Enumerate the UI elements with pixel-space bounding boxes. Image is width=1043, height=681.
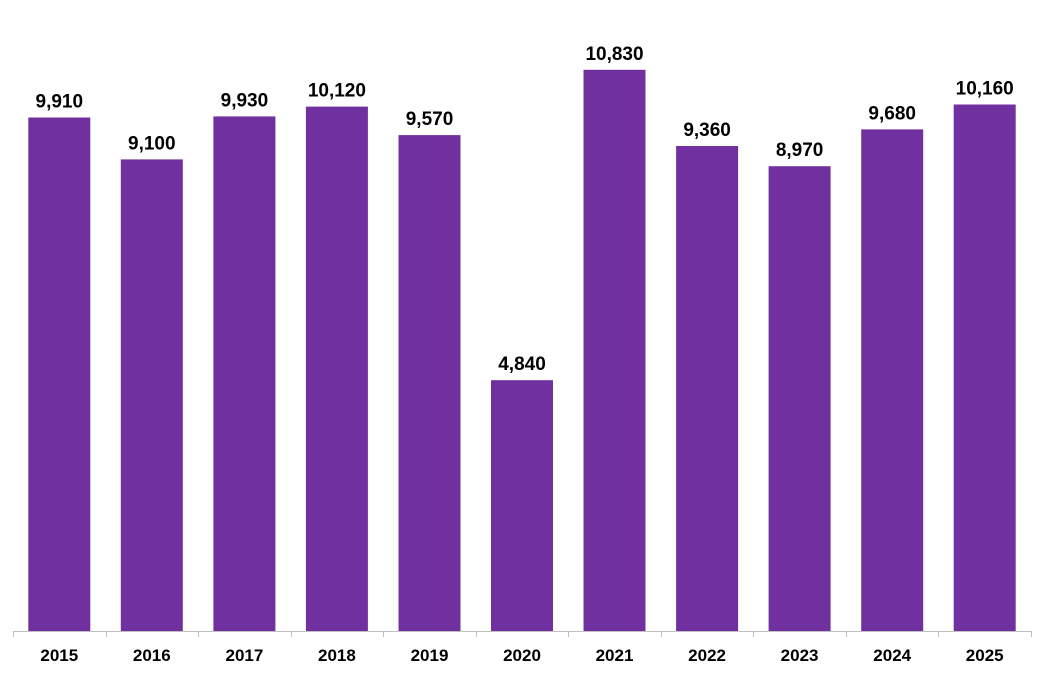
x-tick-label-2023: 2023 [781, 646, 819, 665]
x-tick-label-2015: 2015 [40, 646, 78, 665]
x-tick-label-2019: 2019 [411, 646, 449, 665]
bar-2024 [861, 129, 924, 631]
x-axis [13, 631, 1032, 637]
x-tick-label-2018: 2018 [318, 646, 356, 665]
data-label-2022: 9,360 [683, 120, 731, 141]
x-tick-label-2017: 2017 [225, 646, 263, 665]
x-tick-label-2022: 2022 [688, 646, 726, 665]
bar-2017 [213, 116, 276, 631]
bar-2025 [953, 104, 1016, 631]
data-label-2017: 9,930 [221, 90, 269, 111]
data-label-2021: 10,830 [585, 44, 643, 65]
data-label-2025: 10,160 [956, 79, 1014, 100]
data-label-2020: 4,840 [498, 354, 546, 375]
bar-2016 [120, 159, 183, 631]
bar-2023 [768, 166, 831, 631]
data-label-2018: 10,120 [308, 81, 366, 102]
data-label-2015: 9,910 [36, 92, 84, 113]
x-tick-label-2020: 2020 [503, 646, 541, 665]
data-label-2019: 9,570 [406, 109, 454, 130]
x-axis-tick-labels: 2015 2016 2017 2018 2019 2020 2021 2022 2023 2024… [40, 646, 1003, 665]
x-tick-label-2024: 2024 [873, 646, 911, 665]
x-tick-label-2016: 2016 [133, 646, 171, 665]
x-tick-label-2025: 2025 [966, 646, 1004, 665]
bar-2020 [491, 380, 553, 631]
data-label-2024: 9,680 [868, 103, 916, 124]
bars-group [28, 69, 1016, 632]
data-label-2023: 8,970 [776, 140, 824, 161]
data-label-2016: 9,100 [128, 133, 176, 154]
value-labels-group: 9,910 9,100 9,930 10,120 9,570 4,840 10,830 9,3… [36, 44, 1014, 375]
bar-2022 [676, 146, 739, 631]
bar-2021 [583, 69, 646, 632]
bar-2015 [28, 117, 91, 631]
bar-2018 [305, 106, 368, 632]
x-tick-label-2021: 2021 [596, 646, 634, 665]
bar-2019 [398, 135, 461, 631]
